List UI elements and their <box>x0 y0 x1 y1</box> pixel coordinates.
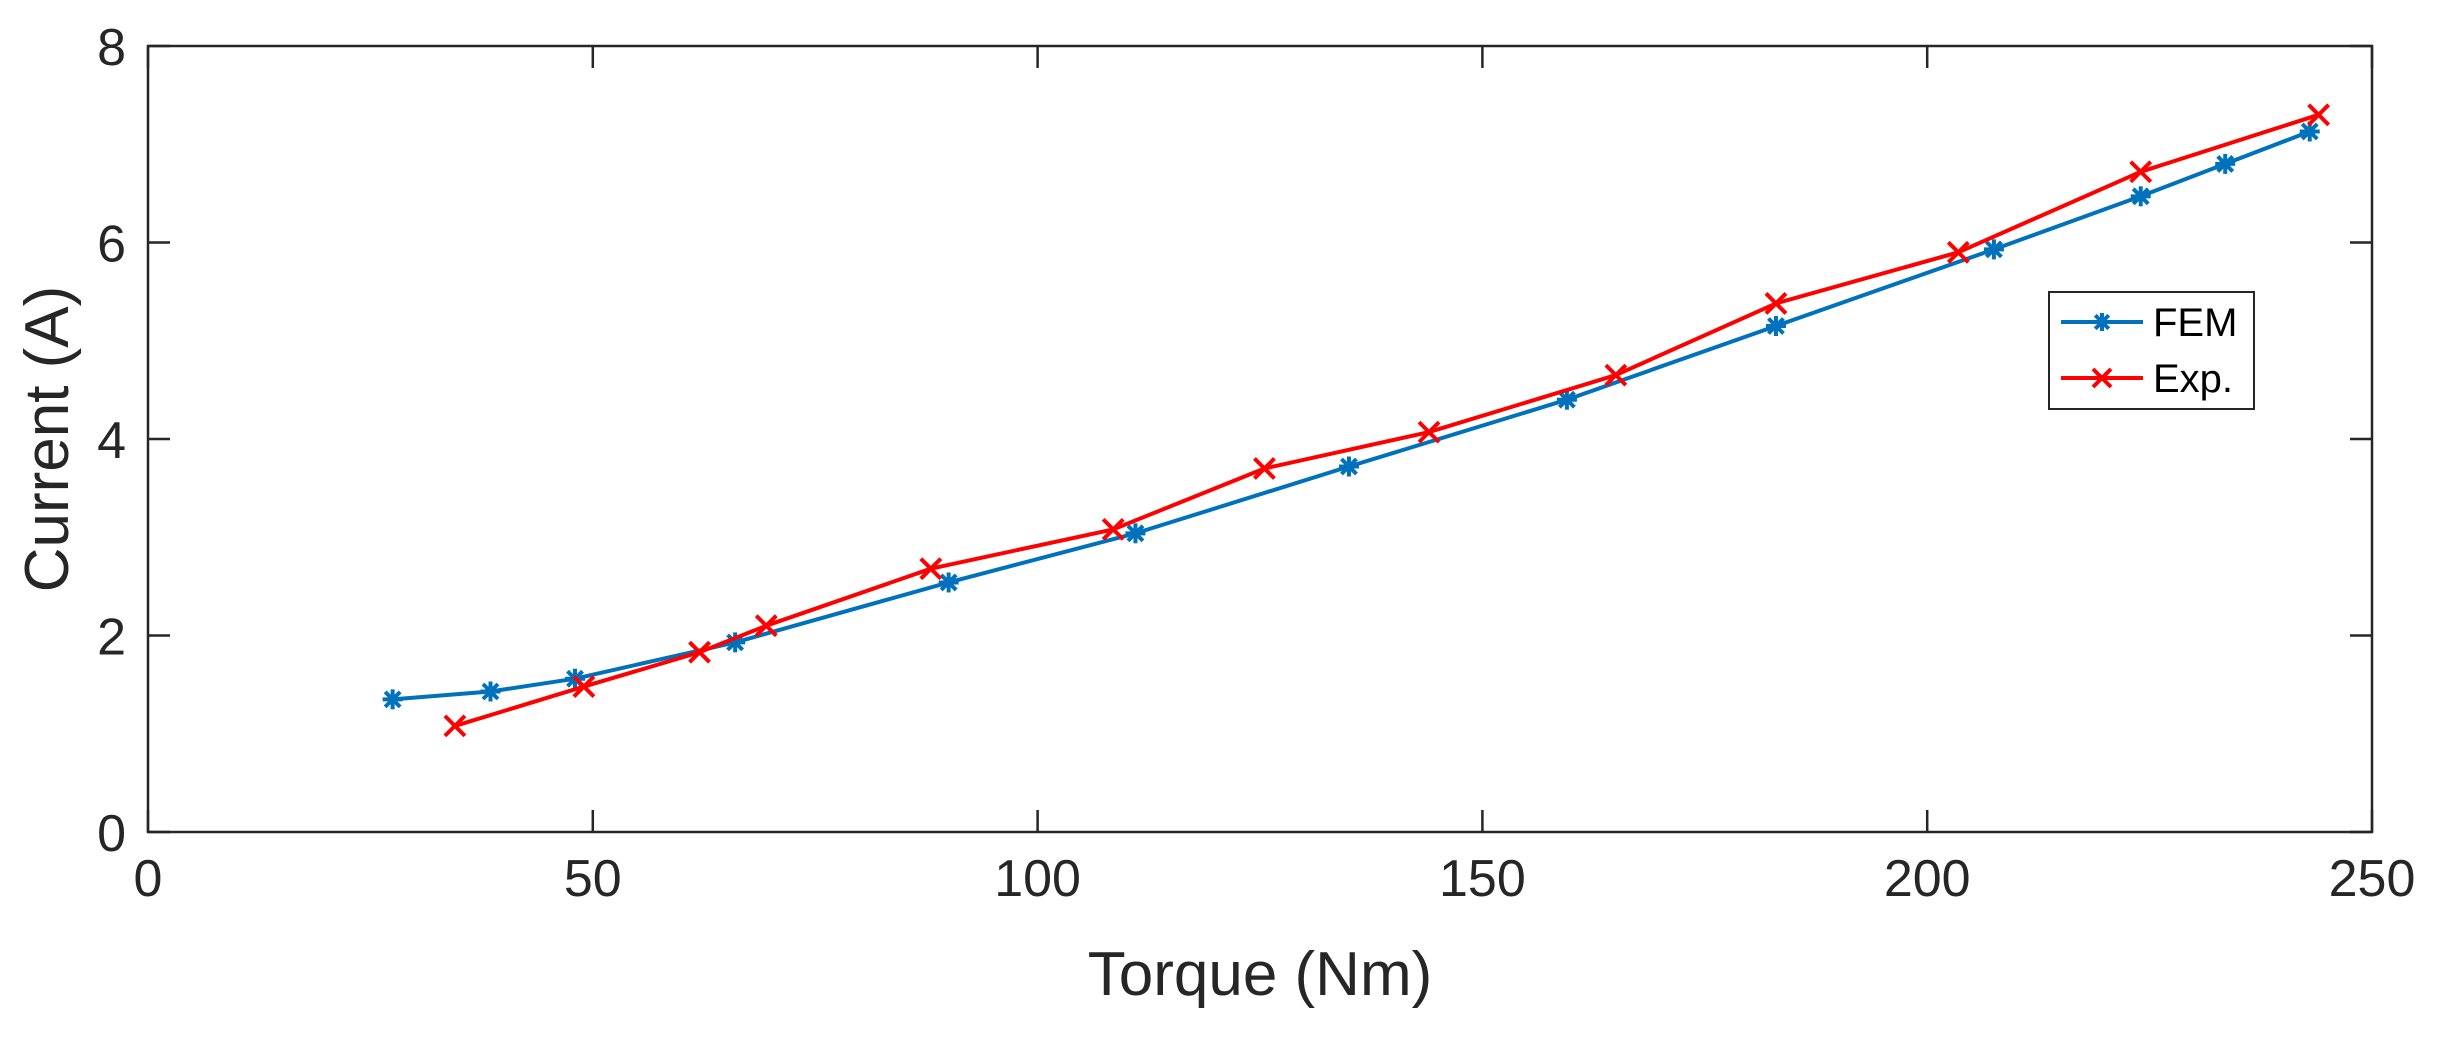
marker-stroke <box>2091 367 2113 389</box>
data-point-exp <box>2129 160 2153 184</box>
marker-stroke <box>754 614 778 638</box>
marker-stroke <box>443 714 467 738</box>
legend-box <box>2048 291 2255 410</box>
legend-marker <box>2093 313 2111 331</box>
data-point-fem <box>1556 389 1577 410</box>
legend-marker <box>2091 367 2113 389</box>
data-point-exp <box>1101 517 1125 541</box>
x-tick-label: 250 <box>2329 850 2416 908</box>
legend-entry-exp: Exp. <box>2061 357 2233 401</box>
data-point-exp <box>919 557 943 581</box>
marker-stroke <box>1253 457 1276 480</box>
x-tick-label: 200 <box>1884 850 1971 908</box>
legend-entry-fem: FEM <box>2061 301 2237 345</box>
legend-label: Exp. <box>2153 357 2233 401</box>
x-tick-label: 100 <box>994 850 1081 908</box>
data-point-exp <box>1764 292 1788 315</box>
data-point-fem <box>382 689 403 710</box>
marker-stroke <box>1101 517 1125 541</box>
data-point-exp <box>1946 240 1970 264</box>
data-point-fem <box>2130 186 2151 207</box>
data-point-fem <box>1125 523 1146 544</box>
y-axis-title: Current (A) <box>13 286 82 593</box>
data-point-fem <box>938 572 959 593</box>
data-point-exp <box>1604 363 1628 387</box>
data-point-exp <box>1417 420 1441 444</box>
data-point-exp <box>688 640 711 664</box>
y-tick-label: 8 <box>97 19 126 77</box>
x-tick-label: 150 <box>1439 850 1526 908</box>
legend: FEM Exp. <box>2048 291 2255 410</box>
marker-stroke <box>688 640 711 664</box>
data-point-fem <box>2299 121 2320 142</box>
plot-area <box>148 46 2372 832</box>
marker-stroke <box>2129 160 2153 184</box>
marker-stroke <box>1764 292 1788 315</box>
data-point-fem <box>1338 456 1359 477</box>
ticks-layer: 0 50 100 150 200 250 0 2 4 6 8 <box>97 19 2415 908</box>
marker-stroke <box>572 675 596 699</box>
x-tick-label: 0 <box>134 850 163 908</box>
data-point-fem <box>480 681 501 702</box>
marker-stroke <box>1417 420 1441 444</box>
x-axis-title: Torque (Nm) <box>1088 940 1433 1009</box>
y-tick-label: 2 <box>97 609 126 667</box>
x-tick-label: 50 <box>564 850 622 908</box>
series-layer <box>382 103 2331 738</box>
data-point-exp <box>2307 103 2331 127</box>
y-tick-label: 6 <box>97 216 126 274</box>
plot-background <box>148 46 2372 832</box>
marker-stroke <box>1604 363 1628 387</box>
data-point-fem <box>1983 239 2004 260</box>
data-point-exp <box>572 675 596 699</box>
data-point-exp <box>443 714 467 738</box>
y-tick-label: 0 <box>97 805 126 863</box>
data-point-exp <box>754 614 778 638</box>
marker-stroke <box>1946 240 1970 264</box>
data-point-fem <box>1765 316 1786 337</box>
data-point-fem <box>2215 153 2236 174</box>
legend-label: FEM <box>2153 301 2237 345</box>
series-exp <box>443 103 2331 738</box>
data-point-exp <box>1253 457 1276 480</box>
marker-stroke <box>2307 103 2331 127</box>
marker-stroke <box>919 557 943 581</box>
y-tick-label: 4 <box>97 412 126 470</box>
